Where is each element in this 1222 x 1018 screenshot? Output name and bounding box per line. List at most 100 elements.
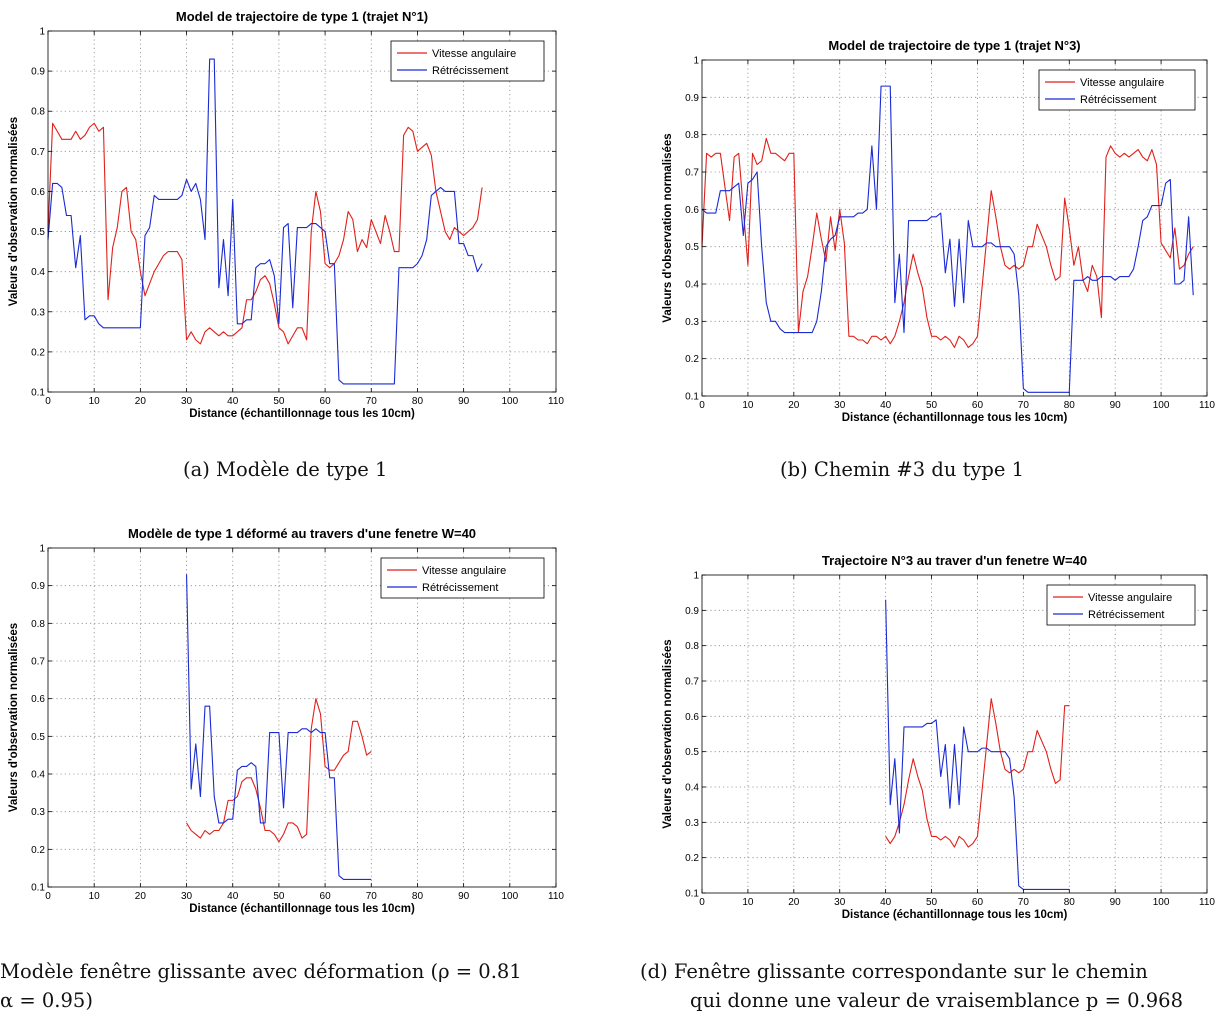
y-tick-label: 1 bbox=[693, 571, 699, 582]
chart-svg: 0 10 20 30 40 50 60 70 80 90 100 110 0.1 0.2 0.3 0.4 0.5… bbox=[8, 526, 564, 915]
x-tick-label: 30 bbox=[834, 400, 846, 411]
x-tick-label: 100 bbox=[501, 396, 518, 407]
y-tick-label: 0.9 bbox=[31, 67, 45, 78]
series-line-retrecissement bbox=[47, 58, 483, 385]
chart-panel-a: 0 10 20 30 40 50 60 70 80 90 100 110 0.1 0.2 0.3 0.4 0.5… bbox=[0, 0, 570, 440]
x-tick-label: 10 bbox=[742, 400, 754, 411]
chart-panel-c: 0 10 20 30 40 50 60 70 80 90 100 110 0.1 0.2 0.3 0.4 0.5… bbox=[0, 515, 570, 935]
x-tick-label: 100 bbox=[1153, 400, 1170, 411]
chart-svg: 0 10 20 30 40 50 60 70 80 90 100 110 0.1 0.2 0.3 0.4 0.5… bbox=[662, 38, 1215, 424]
x-tick-label: 40 bbox=[227, 891, 239, 902]
y-tick-label: 0.2 bbox=[685, 853, 699, 864]
y-tick-label: 0.8 bbox=[685, 641, 699, 652]
y-tick-label: 0.6 bbox=[31, 187, 45, 198]
y-tick-label: 0.4 bbox=[31, 267, 45, 278]
legend-box bbox=[1038, 69, 1196, 111]
chart-title: Model de trajectoire de type 1 (trajet N… bbox=[828, 38, 1080, 53]
chart-svg: 0 10 20 30 40 50 60 70 80 90 100 110 0.1 0.2 0.3 0.4 0.5… bbox=[662, 553, 1215, 921]
series-line-vitesse-angulaire bbox=[186, 698, 372, 843]
legend-entry: Rétrécissement bbox=[1088, 609, 1164, 621]
y-tick-label: 0.8 bbox=[685, 130, 699, 141]
x-tick-label: 0 bbox=[45, 891, 51, 902]
y-tick-label: 0.5 bbox=[31, 227, 45, 238]
x-axis-label: Distance (échantillonnage tous les 10cm) bbox=[189, 408, 415, 420]
y-tick-label: 0.7 bbox=[685, 168, 699, 179]
y-tick-label: 0.9 bbox=[685, 93, 699, 104]
axes-box bbox=[47, 547, 557, 888]
legend-entry: Rétrécissement bbox=[422, 582, 498, 594]
x-tick-label: 50 bbox=[273, 891, 285, 902]
legend-box bbox=[390, 40, 545, 82]
x-tick-label: 100 bbox=[1153, 897, 1170, 908]
chart-svg: 0 10 20 30 40 50 60 70 80 90 100 110 0.1 0.2 0.3 0.4 0.5… bbox=[8, 9, 564, 420]
plot-area bbox=[702, 575, 1207, 893]
y-tick-label: 0.9 bbox=[685, 606, 699, 617]
x-tick-label: 40 bbox=[227, 396, 239, 407]
x-tick-label: 110 bbox=[1199, 400, 1215, 411]
x-tick-label: 50 bbox=[926, 400, 938, 411]
x-tick-label: 80 bbox=[412, 396, 424, 407]
y-tick-label: 0.5 bbox=[685, 242, 699, 253]
legend-entry: Vitesse angulaire bbox=[422, 565, 506, 577]
x-tick-label: 10 bbox=[89, 396, 101, 407]
y-tick-label: 0.9 bbox=[31, 581, 45, 592]
caption-d-line2: qui donne une valeur de vraisemblance p … bbox=[690, 989, 1183, 1012]
legend: Vitesse angulaire Rétrécissement bbox=[1038, 69, 1196, 111]
chart-title: Model de trajectoire de type 1 (trajet N… bbox=[176, 9, 428, 24]
y-axis-label: Valeurs d'observation normalisées bbox=[662, 639, 674, 828]
x-tick-label: 80 bbox=[412, 891, 424, 902]
legend-box bbox=[1046, 584, 1196, 626]
y-tick-label: 0.5 bbox=[685, 747, 699, 758]
y-axis-label: Valeurs d'observation normalisées bbox=[8, 117, 20, 306]
x-tick-label: 40 bbox=[880, 400, 892, 411]
caption-c-line2: α = 0.95) bbox=[0, 989, 93, 1012]
x-tick-label: 70 bbox=[1018, 400, 1030, 411]
x-tick-label: 70 bbox=[1018, 897, 1030, 908]
x-tick-label: 0 bbox=[699, 400, 705, 411]
series-line-retrecissement bbox=[701, 85, 1194, 393]
x-axis-label: Distance (échantillonnage tous les 10cm) bbox=[842, 412, 1068, 424]
legend: Vitesse angulaire Rétrécissement bbox=[390, 40, 545, 82]
x-tick-label: 20 bbox=[135, 396, 147, 407]
x-tick-label: 100 bbox=[501, 891, 518, 902]
plot-area bbox=[702, 60, 1207, 396]
chart-title: Modèle de type 1 déformé au travers d'un… bbox=[128, 526, 476, 541]
series-line-vitesse-angulaire bbox=[885, 698, 1070, 848]
axes-box bbox=[701, 574, 1208, 894]
x-tick-label: 70 bbox=[366, 891, 378, 902]
legend-entry: Vitesse angulaire bbox=[432, 48, 516, 60]
x-tick-label: 90 bbox=[458, 891, 470, 902]
plot-area bbox=[48, 548, 556, 887]
y-axis-label: Valeurs d'observation normalisées bbox=[8, 623, 20, 812]
x-tick-label: 0 bbox=[699, 897, 705, 908]
x-tick-label: 50 bbox=[273, 396, 285, 407]
y-tick-label: 0.1 bbox=[31, 883, 45, 894]
y-tick-label: 1 bbox=[693, 56, 699, 67]
y-tick-label: 0.1 bbox=[31, 388, 45, 399]
x-tick-label: 30 bbox=[181, 396, 193, 407]
y-tick-label: 0.7 bbox=[31, 657, 45, 668]
chart-title: Trajectoire N°3 au traver d'un fenetre W… bbox=[822, 553, 1087, 568]
x-tick-label: 20 bbox=[788, 400, 800, 411]
x-tick-label: 60 bbox=[972, 897, 984, 908]
x-tick-label: 90 bbox=[1110, 897, 1122, 908]
x-tick-label: 90 bbox=[1110, 400, 1122, 411]
series-line-retrecissement bbox=[885, 599, 1070, 891]
series-line-vitesse-angulaire bbox=[701, 137, 1194, 349]
y-tick-label: 0.3 bbox=[685, 317, 699, 328]
series-line-vitesse-angulaire bbox=[47, 122, 483, 345]
x-axis-label: Distance (échantillonnage tous les 10cm) bbox=[189, 903, 415, 915]
y-tick-label: 0.6 bbox=[685, 205, 699, 216]
y-tick-label: 0.6 bbox=[31, 694, 45, 705]
caption-c-line1: Modèle fenêtre glissante avec déformatio… bbox=[0, 960, 522, 983]
x-tick-label: 10 bbox=[742, 897, 754, 908]
series-line-retrecissement bbox=[186, 574, 372, 881]
y-tick-label: 0.2 bbox=[685, 354, 699, 365]
x-tick-label: 60 bbox=[972, 400, 984, 411]
caption-a: (a) Modèle de type 1 bbox=[183, 458, 388, 481]
y-tick-label: 0.4 bbox=[31, 770, 45, 781]
y-tick-label: 0.8 bbox=[31, 107, 45, 118]
x-axis-label: Distance (échantillonnage tous les 10cm) bbox=[842, 909, 1068, 921]
x-tick-label: 50 bbox=[926, 897, 938, 908]
y-tick-label: 0.1 bbox=[685, 392, 699, 403]
